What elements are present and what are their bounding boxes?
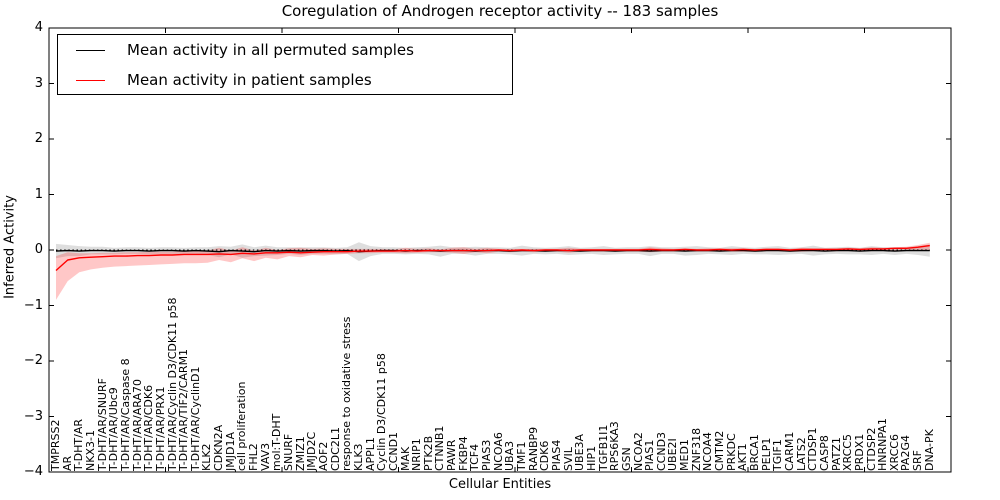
y-tick-label: −4 bbox=[23, 464, 43, 479]
axis-ticks bbox=[49, 27, 951, 473]
legend-item-permuted: Mean activity in all permuted samples bbox=[58, 35, 512, 65]
legend-label-patient: Mean activity in patient samples bbox=[127, 71, 372, 89]
band-series-1 bbox=[56, 242, 930, 300]
x-axis-label: Cellular Entities bbox=[448, 477, 552, 492]
chart-title: Coregulation of Androgen receptor activi… bbox=[281, 2, 719, 20]
series-lines bbox=[55, 244, 930, 272]
legend-line-patient-swatch bbox=[76, 79, 105, 81]
y-tick-label: 2 bbox=[34, 131, 43, 146]
y-tick-label: −3 bbox=[23, 408, 43, 424]
y-tick-label: 1 bbox=[34, 186, 43, 202]
legend: Mean activity in all permuted samples Me… bbox=[57, 34, 513, 95]
y-tick-label: −1 bbox=[23, 297, 43, 313]
confidence-bands bbox=[56, 242, 930, 300]
x-tick-label: DNA-PK bbox=[922, 429, 936, 471]
legend-label-permuted: Mean activity in all permuted samples bbox=[127, 41, 414, 59]
line-series-1 bbox=[55, 244, 930, 272]
axes-frame bbox=[48, 27, 952, 473]
y-tick-label: 0 bbox=[34, 242, 43, 257]
legend-item-patient: Mean activity in patient samples bbox=[58, 65, 512, 95]
legend-line-permuted-swatch bbox=[76, 49, 105, 51]
band-series-0 bbox=[56, 242, 930, 262]
y-tick-label: 3 bbox=[34, 75, 43, 91]
y-tick-label: −2 bbox=[23, 353, 43, 368]
y-tick-label: 4 bbox=[34, 20, 43, 35]
